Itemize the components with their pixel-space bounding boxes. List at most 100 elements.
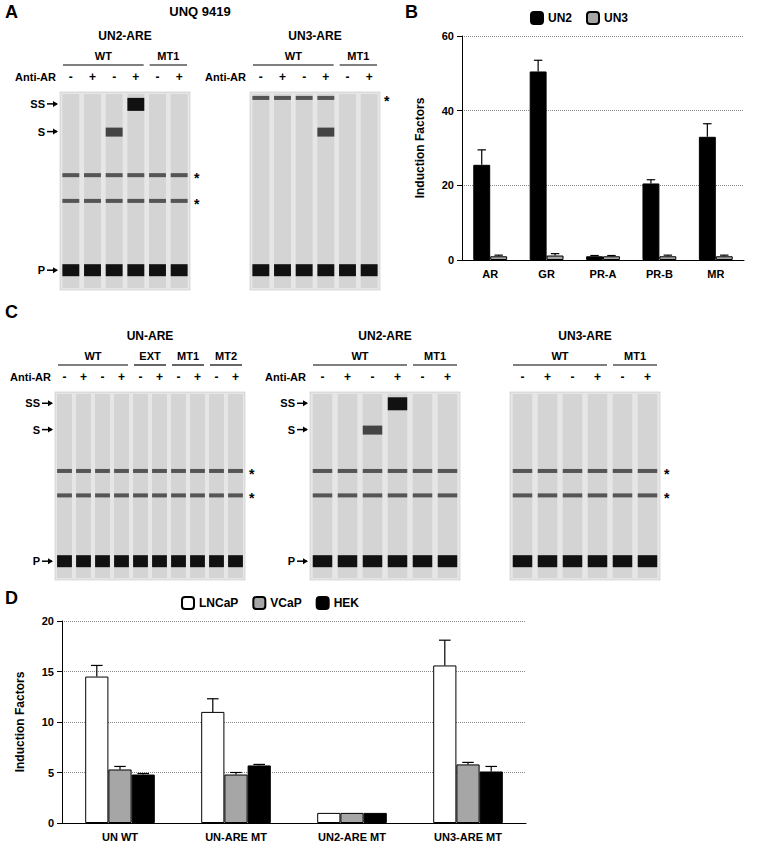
svg-text:+: + xyxy=(118,370,125,384)
svg-text:*: * xyxy=(194,170,200,186)
svg-text:Anti-AR: Anti-AR xyxy=(15,71,56,83)
svg-text:60: 60 xyxy=(442,30,454,42)
svg-text:UN3-ARE: UN3-ARE xyxy=(288,29,341,43)
svg-text:LNCaP: LNCaP xyxy=(199,596,238,610)
svg-text:UN2-ARE: UN2-ARE xyxy=(98,29,151,43)
svg-text:A: A xyxy=(5,2,18,22)
svg-text:UN2-ARE: UN2-ARE xyxy=(358,329,411,343)
svg-text:-: - xyxy=(215,370,219,384)
svg-text:GR: GR xyxy=(538,268,555,280)
svg-text:-: - xyxy=(521,370,525,384)
svg-text:-: - xyxy=(101,370,105,384)
svg-text:PR-B: PR-B xyxy=(646,268,673,280)
svg-text:-: - xyxy=(259,70,263,84)
svg-text:UNQ 9419: UNQ 9419 xyxy=(169,4,230,19)
svg-text:Anti-AR: Anti-AR xyxy=(265,371,306,383)
svg-text:PR-A: PR-A xyxy=(590,268,617,280)
svg-text:P: P xyxy=(288,555,295,567)
svg-text:*: * xyxy=(384,93,390,109)
svg-text:+: + xyxy=(80,370,87,384)
svg-text:UN WT: UN WT xyxy=(102,831,138,843)
svg-text:UN2-ARE MT: UN2-ARE MT xyxy=(318,831,386,843)
svg-text:C: C xyxy=(5,302,18,322)
svg-text:+: + xyxy=(89,70,96,84)
svg-text:MT1: MT1 xyxy=(424,350,446,362)
svg-text:+: + xyxy=(394,370,401,384)
svg-text:+: + xyxy=(344,370,351,384)
svg-text:*: * xyxy=(664,490,670,506)
svg-text:+: + xyxy=(232,370,239,384)
svg-text:0: 0 xyxy=(48,817,54,829)
svg-text:+: + xyxy=(544,370,551,384)
svg-text:UN2: UN2 xyxy=(548,11,572,25)
svg-text:Anti-AR: Anti-AR xyxy=(10,371,51,383)
svg-text:*: * xyxy=(194,196,200,212)
svg-text:MT1: MT1 xyxy=(177,350,199,362)
svg-text:-: - xyxy=(63,370,67,384)
svg-text:VCaP: VCaP xyxy=(270,596,301,610)
svg-text:P: P xyxy=(33,555,40,567)
svg-text:15: 15 xyxy=(42,666,54,678)
svg-text:-: - xyxy=(302,70,306,84)
svg-text:-: - xyxy=(321,370,325,384)
svg-text:+: + xyxy=(194,370,201,384)
html-text:B: B xyxy=(405,2,418,22)
svg-text:+: + xyxy=(132,70,139,84)
svg-text:+: + xyxy=(156,370,163,384)
svg-text:+: + xyxy=(176,70,183,84)
svg-text:MT2: MT2 xyxy=(215,350,237,362)
svg-text:UN-ARE: UN-ARE xyxy=(127,329,174,343)
svg-text:-: - xyxy=(421,370,425,384)
svg-text:20: 20 xyxy=(42,615,54,627)
svg-text:+: + xyxy=(322,70,329,84)
svg-text:*: * xyxy=(664,466,670,482)
svg-text:40: 40 xyxy=(442,105,454,117)
svg-text:EXT: EXT xyxy=(139,350,161,362)
svg-text:5: 5 xyxy=(48,767,54,779)
svg-text:+: + xyxy=(644,370,651,384)
svg-text:SS: SS xyxy=(30,98,45,110)
svg-text:-: - xyxy=(371,370,375,384)
svg-text:WT: WT xyxy=(285,50,302,62)
svg-text:Anti-AR: Anti-AR xyxy=(205,71,246,83)
svg-text:WT: WT xyxy=(351,350,368,362)
svg-text:Induction Factors: Induction Factors xyxy=(413,97,427,198)
svg-text:WT: WT xyxy=(95,50,112,62)
svg-text:+: + xyxy=(594,370,601,384)
svg-text:Induction Factors: Induction Factors xyxy=(13,671,27,772)
svg-text:MT1: MT1 xyxy=(157,50,179,62)
svg-text:HEK: HEK xyxy=(334,596,360,610)
svg-text:-: - xyxy=(139,370,143,384)
svg-text:S: S xyxy=(288,424,295,436)
svg-text:*: * xyxy=(249,490,255,506)
svg-text:UN3-ARE: UN3-ARE xyxy=(558,329,611,343)
svg-text:UN-ARE MT: UN-ARE MT xyxy=(205,831,267,843)
svg-text:MT1: MT1 xyxy=(347,50,369,62)
svg-text:SS: SS xyxy=(280,397,295,409)
svg-text:-: - xyxy=(177,370,181,384)
svg-text:SS: SS xyxy=(25,397,40,409)
svg-text:+: + xyxy=(444,370,451,384)
svg-text:+: + xyxy=(366,70,373,84)
svg-text:P: P xyxy=(38,264,45,276)
svg-text:UN3: UN3 xyxy=(604,11,628,25)
svg-text:-: - xyxy=(156,70,160,84)
svg-text:UN3-ARE MT: UN3-ARE MT xyxy=(434,831,502,843)
svg-text:-: - xyxy=(69,70,73,84)
svg-text:-: - xyxy=(112,70,116,84)
svg-text:-: - xyxy=(571,370,575,384)
svg-text:*: * xyxy=(249,466,255,482)
svg-text:S: S xyxy=(33,424,40,436)
svg-text:-: - xyxy=(621,370,625,384)
svg-text:-: - xyxy=(346,70,350,84)
svg-text:WT: WT xyxy=(551,350,568,362)
svg-text:+: + xyxy=(279,70,286,84)
svg-text:MR: MR xyxy=(707,268,724,280)
svg-text:0: 0 xyxy=(448,254,454,266)
svg-text:20: 20 xyxy=(442,179,454,191)
svg-text:S: S xyxy=(38,126,45,138)
svg-text:MT1: MT1 xyxy=(624,350,646,362)
svg-text:10: 10 xyxy=(42,716,54,728)
svg-text:WT: WT xyxy=(84,350,101,362)
svg-text:AR: AR xyxy=(482,268,498,280)
